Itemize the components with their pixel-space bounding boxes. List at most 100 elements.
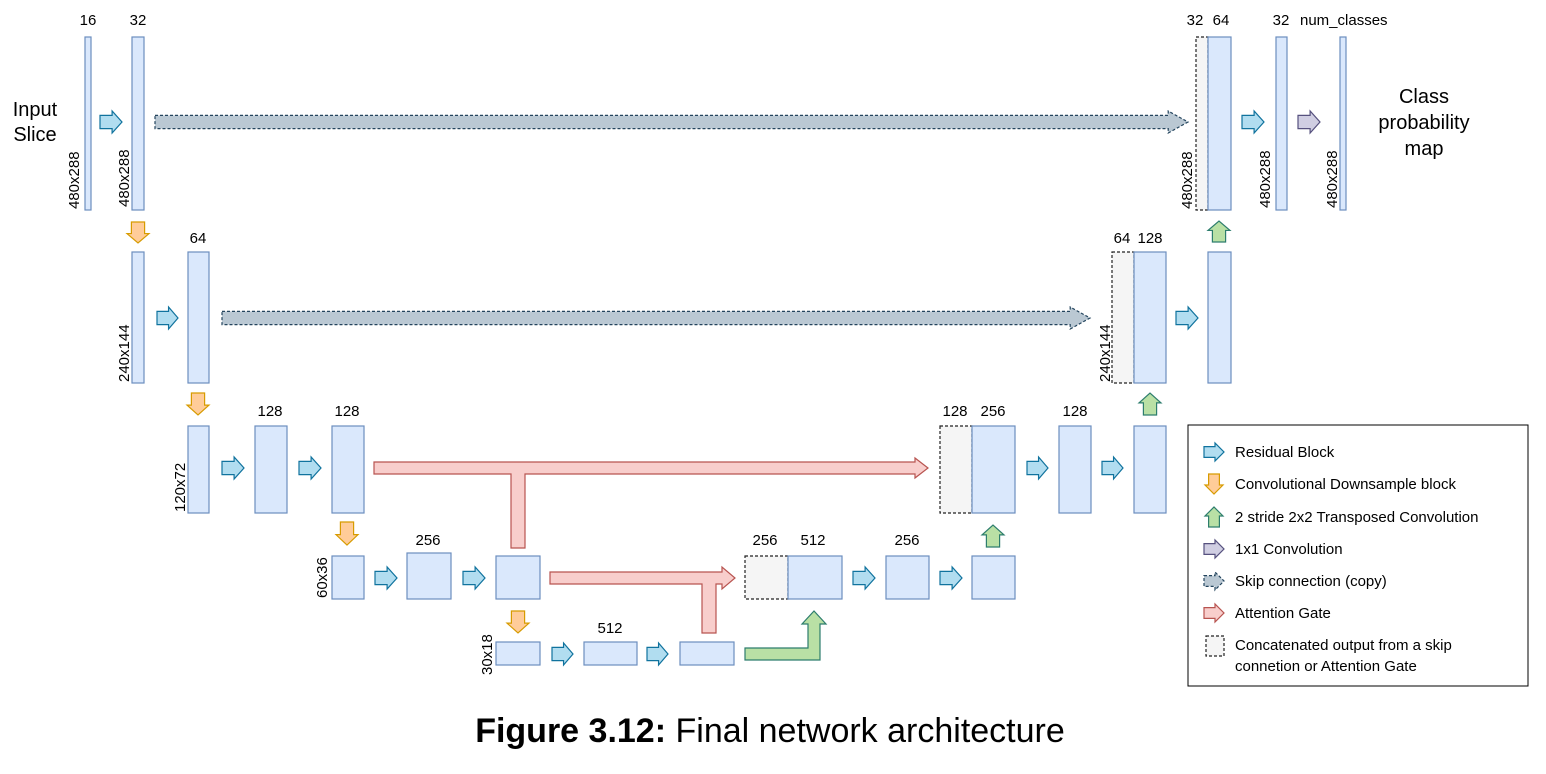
size-label: 480x288 xyxy=(116,149,133,207)
feature-map-block xyxy=(187,425,210,514)
size-label: 240x144 xyxy=(1097,324,1114,382)
channel-label: 128 xyxy=(1137,230,1162,247)
conv1x1-arrow xyxy=(1297,109,1321,135)
legend: Residual Block Convolutional Downsample … xyxy=(1187,424,1529,687)
size-label: 120x72 xyxy=(172,463,189,512)
attention-gate-arrow xyxy=(373,456,929,549)
legend-box xyxy=(1187,424,1529,687)
size-label: 480x288 xyxy=(1179,151,1196,209)
concat-skip-block xyxy=(1111,251,1135,384)
size-label: 30x18 xyxy=(479,634,496,675)
residual-block-arrow xyxy=(374,565,398,591)
residual-block-arrow xyxy=(298,455,322,481)
attention-gate-arrow xyxy=(549,565,736,634)
caption-text: Final network architecture xyxy=(666,712,1065,750)
legend-label: Residual Block xyxy=(1235,444,1335,461)
concat-skip-block xyxy=(1195,36,1209,211)
concat-skip-block xyxy=(744,555,789,600)
feature-map-block xyxy=(679,641,735,666)
size-label: 480x288 xyxy=(1324,150,1341,208)
channel-label: 32 xyxy=(1273,12,1290,29)
feature-map-block xyxy=(254,425,288,514)
upsample-arrow xyxy=(980,524,1006,548)
channel-label: 256 xyxy=(980,403,1005,420)
legend-label: 2 stride 2x2 Transposed Convolution xyxy=(1235,509,1478,526)
feature-map-block xyxy=(1275,36,1288,211)
feature-map-block xyxy=(331,555,365,600)
legend-label: Attention Gate xyxy=(1235,605,1331,622)
feature-map-block xyxy=(131,36,145,211)
figure-caption: Figure 3.12: Final network architecture xyxy=(475,712,1065,750)
output-label-1: Class xyxy=(1399,86,1449,108)
residual-block-arrow xyxy=(1026,455,1049,481)
input-label-1: Input xyxy=(13,99,58,121)
residual-block-arrow xyxy=(551,641,574,667)
size-label: 60x36 xyxy=(314,557,331,598)
residual-block-arrow xyxy=(1101,455,1124,481)
feature-map-block xyxy=(1207,36,1232,211)
feature-map-block xyxy=(1133,425,1167,514)
caption-number: Figure 3.12: xyxy=(475,712,666,750)
feature-map-block xyxy=(84,36,92,211)
legend-label: Concatenated output from a skip xyxy=(1235,637,1452,654)
skip-connection-arrow xyxy=(221,305,1092,331)
downsample-arrow xyxy=(1203,473,1225,495)
residual-block-arrow xyxy=(156,305,179,331)
feature-map-block xyxy=(331,425,365,514)
legend-label: 1x1 Convolution xyxy=(1235,541,1343,558)
channel-label: 128 xyxy=(257,403,282,420)
output-label-3: map xyxy=(1405,138,1444,160)
concat-skip-block xyxy=(939,425,973,514)
feature-map-block xyxy=(1058,425,1092,514)
feature-map-block xyxy=(971,555,1016,600)
legend-label: connetion or Attention Gate xyxy=(1235,658,1417,675)
conv1x1-arrow xyxy=(1203,538,1225,560)
feature-map-block xyxy=(885,555,930,600)
attention-gate-arrow xyxy=(1203,602,1225,624)
channel-label: 128 xyxy=(942,403,967,420)
size-label: 480x288 xyxy=(66,151,83,209)
input-label-2: Slice xyxy=(13,124,56,146)
residual-block-arrow xyxy=(221,455,245,481)
channel-label: 64 xyxy=(1114,230,1131,247)
feature-map-block xyxy=(971,425,1016,514)
residual-block-arrow xyxy=(852,565,876,591)
concat-skip-block xyxy=(1205,635,1225,657)
legend-label: Skip connection (copy) xyxy=(1235,573,1387,590)
size-label: 240x144 xyxy=(116,324,133,382)
channel-label: 64 xyxy=(1213,12,1230,29)
channel-label: 512 xyxy=(800,532,825,549)
feature-map-block xyxy=(1339,36,1347,211)
upsample-arrow xyxy=(1203,506,1225,528)
skip-connection-arrow xyxy=(154,109,1190,135)
residual-block-arrow xyxy=(1241,109,1265,135)
size-label: 480x288 xyxy=(1257,150,1274,208)
residual-block-arrow xyxy=(939,565,963,591)
downsample-arrow xyxy=(505,610,531,634)
upsample-arrow xyxy=(744,610,828,661)
upsample-arrow xyxy=(1206,220,1232,243)
feature-map-block xyxy=(187,251,210,384)
feature-map-block xyxy=(1207,251,1232,384)
downsample-arrow xyxy=(125,221,151,244)
downsample-arrow xyxy=(185,392,211,416)
feature-map-block xyxy=(131,251,145,384)
residual-block-arrow xyxy=(646,641,669,667)
channel-label: 32 xyxy=(1187,12,1204,29)
channel-label: 64 xyxy=(190,230,207,247)
downsample-arrow xyxy=(334,521,360,546)
channel-label: 32 xyxy=(130,12,147,29)
feature-map-block xyxy=(1133,251,1167,384)
residual-block-arrow xyxy=(462,565,486,591)
channel-label: 128 xyxy=(334,403,359,420)
feature-map-block xyxy=(495,641,541,666)
channel-label: 256 xyxy=(415,532,440,549)
channel-label: num_classes xyxy=(1300,12,1388,29)
upsample-arrow xyxy=(1137,392,1163,416)
legend-label: Convolutional Downsample block xyxy=(1235,476,1456,493)
output-label-2: probability xyxy=(1378,112,1469,134)
channel-label: 256 xyxy=(752,532,777,549)
channel-label: 16 xyxy=(80,12,97,29)
skip-connection-arrow xyxy=(1203,570,1225,592)
